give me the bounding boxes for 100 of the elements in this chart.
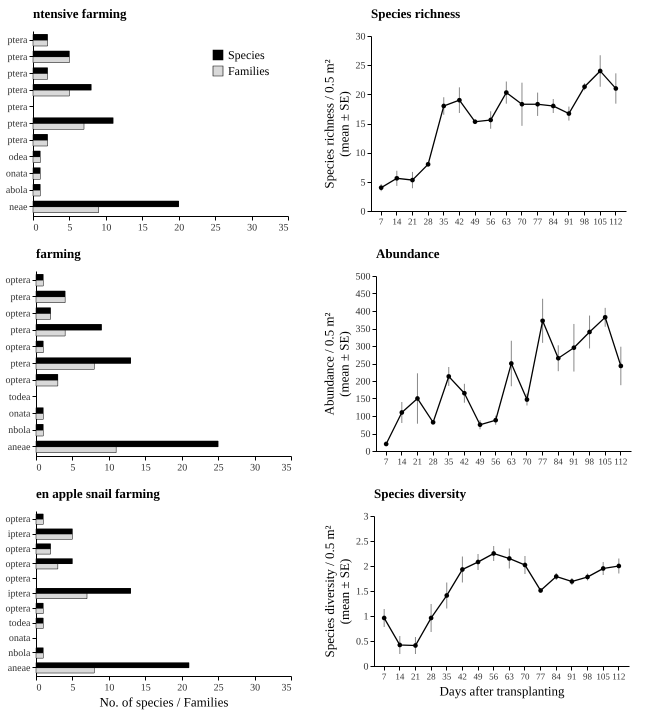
- x-tick-label: 77: [533, 216, 543, 226]
- x-tick-label: 28: [426, 672, 436, 682]
- y-tick-label: 15: [356, 119, 366, 130]
- y-tick-label: optera: [6, 342, 32, 353]
- y-tick-label: odea: [8, 152, 28, 163]
- x-tick-label: 10: [104, 462, 114, 474]
- x-tick-label: 25: [210, 222, 221, 234]
- y-tick-label: optera: [6, 603, 32, 614]
- x-tick-label: 21: [408, 216, 417, 226]
- y-tick-label: 100: [356, 412, 370, 422]
- y-tick-label: 30: [356, 32, 366, 42]
- x-tick-label: 25: [214, 682, 224, 694]
- x-tick-label: 35: [282, 462, 292, 474]
- x-tick-label: 63: [506, 456, 516, 466]
- y-tick-label: todea: [8, 618, 32, 630]
- y-tick-label: 0: [360, 206, 366, 218]
- x-tick-label: 21: [412, 456, 422, 466]
- x-tick-label: 42: [458, 672, 467, 682]
- y-tick-label: ptera: [8, 52, 28, 63]
- x-axis-title: Days after transplanting: [440, 684, 565, 698]
- y-tick-label: 400: [356, 306, 370, 318]
- x-tick-label: 77: [538, 456, 548, 466]
- y-tick-label: onata: [8, 408, 32, 420]
- y-tick-label: 0: [366, 446, 370, 458]
- y-tick-label: 5: [360, 177, 366, 188]
- y-tick-label: 2: [364, 562, 368, 572]
- y-tick-label: aneae: [8, 442, 32, 453]
- legend-label: Families: [228, 64, 270, 78]
- x-tick-label: 20: [174, 222, 184, 234]
- y-tick-label: neae: [9, 202, 28, 213]
- x-tick-label: 35: [444, 456, 454, 466]
- x-tick-label: 84: [552, 672, 562, 682]
- y-tick-label: ptera: [10, 358, 32, 370]
- x-axis-title: No. of species / Families: [100, 694, 228, 710]
- y-tick-label: 150: [356, 394, 370, 405]
- x-tick-label: 91: [564, 216, 574, 226]
- chart-title: Species richness: [371, 6, 460, 21]
- x-tick-label: 105: [598, 456, 612, 466]
- y-axis-title: Abundance / 0.5 m² (mean ± SE): [322, 312, 352, 416]
- x-tick-label: 63: [502, 216, 512, 226]
- x-tick-label: 10: [101, 222, 112, 234]
- y-tick-label: 200: [356, 376, 370, 388]
- chart-title: ntensive farming: [33, 6, 128, 21]
- y-axis-title: Species richness / 0.5 m² (mean ± SE): [322, 59, 352, 189]
- x-tick-label: 56: [486, 216, 496, 226]
- x-tick-label: 14: [395, 672, 405, 682]
- x-tick-label: 70: [522, 456, 532, 466]
- x-tick-label: 42: [460, 456, 469, 466]
- x-tick-label: 0: [34, 222, 38, 234]
- x-tick-label: 112: [612, 672, 626, 682]
- x-tick-label: 98: [580, 216, 590, 226]
- y-tick-label: ptera: [8, 135, 28, 146]
- y-tick-label: 25: [356, 60, 366, 72]
- y-tick-label: ptera: [8, 118, 28, 130]
- y-tick-label: ptera: [8, 85, 28, 96]
- y-tick-label: ptera: [8, 68, 28, 80]
- legend-label: Species: [228, 48, 265, 62]
- x-tick-label: 91: [567, 672, 576, 682]
- y-tick-label: iptera: [8, 588, 32, 600]
- y-tick-label: ptera: [10, 292, 32, 303]
- x-tick-label: 28: [428, 456, 438, 466]
- x-tick-label: 98: [583, 672, 593, 682]
- x-tick-label: 7: [384, 456, 389, 466]
- chart-title: Abundance: [376, 246, 440, 261]
- y-tick-label: iptera: [8, 529, 32, 540]
- y-tick-label: 0.5: [356, 636, 368, 648]
- x-tick-label: 21: [410, 672, 420, 682]
- y-axis-title: Species diversity / 0.5 m² (mean ± SE): [322, 525, 352, 658]
- y-tick-label: 350: [356, 324, 370, 335]
- y-tick-label: todea: [8, 392, 32, 403]
- x-tick-label: 49: [476, 456, 486, 466]
- x-tick-label: 28: [424, 216, 434, 226]
- y-tick-label: 2.5: [356, 536, 368, 548]
- x-tick-label: 20: [177, 462, 188, 474]
- chart-title: farming: [36, 246, 82, 261]
- y-tick-label: 1: [364, 612, 368, 622]
- x-tick-label: 14: [397, 456, 407, 466]
- y-tick-label: 3: [364, 512, 368, 522]
- y-tick-label: nbola: [8, 425, 32, 436]
- x-tick-label: 98: [585, 456, 595, 466]
- x-tick-label: 105: [596, 672, 610, 682]
- y-tick-label: onata: [6, 168, 28, 180]
- x-tick-label: 49: [474, 672, 484, 682]
- y-tick-label: ptera: [8, 102, 28, 113]
- y-tick-label: 450: [356, 289, 370, 300]
- x-tick-label: 5: [70, 682, 76, 694]
- x-tick-label: 77: [536, 672, 546, 682]
- x-tick-label: 30: [247, 222, 258, 234]
- x-tick-label: 70: [517, 216, 527, 226]
- x-tick-label: 0: [36, 682, 42, 694]
- x-tick-label: 7: [378, 216, 384, 226]
- x-tick-label: 112: [609, 216, 622, 226]
- x-tick-label: 5: [70, 462, 76, 474]
- x-tick-label: 84: [548, 216, 558, 226]
- y-tick-label: optera: [6, 574, 32, 585]
- y-tick-label: onata: [8, 633, 32, 644]
- x-tick-label: 91: [569, 456, 578, 466]
- x-tick-label: 10: [104, 682, 114, 694]
- y-tick-label: 50: [360, 429, 370, 440]
- y-tick-label: optera: [6, 375, 32, 386]
